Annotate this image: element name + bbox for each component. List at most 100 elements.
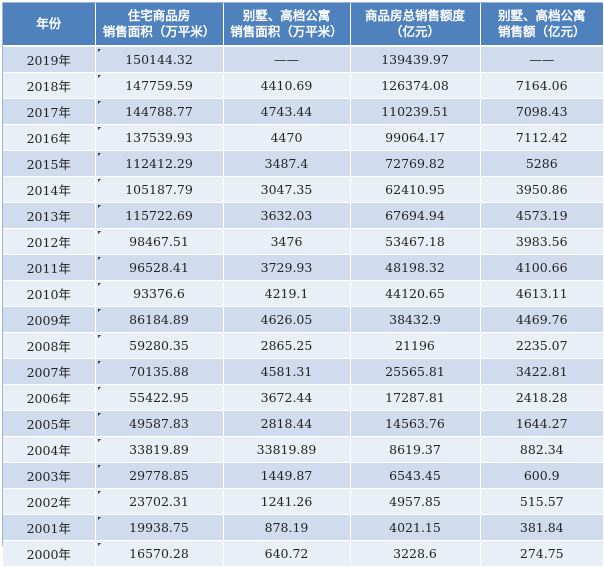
cell-villa-sales: 4613.11: [480, 280, 603, 307]
cell-villa-sales: 381.84: [480, 514, 603, 541]
cell-villa-sales: 7112.42: [480, 124, 603, 151]
table-row: 2002年 23702.31 1241.26 4957.85 515.57: [3, 488, 603, 515]
cell-year: 2014年: [3, 176, 96, 203]
cell-total-sales: 21196: [350, 332, 481, 359]
cell-residential-area: 93376.6: [95, 280, 224, 307]
cell-residential-area: 147759.59: [95, 72, 224, 99]
header-villa-sales-line2: 销售额（亿元）: [497, 24, 586, 39]
cell-residential-area: 105187.79: [95, 176, 224, 203]
cell-total-sales: 38432.9: [350, 306, 481, 333]
cell-residential-area: 16570.28: [95, 540, 224, 567]
cell-villa-area: 4743.44: [223, 98, 351, 125]
cell-villa-sales: 1644.27: [480, 410, 603, 437]
cell-year: 2012年: [3, 228, 96, 255]
cell-residential-area: 19938.75: [95, 514, 224, 541]
cell-villa-sales: 4469.76: [480, 306, 603, 333]
cell-villa-area: 3047.35: [223, 176, 351, 203]
cell-total-sales: 4957.85: [350, 488, 481, 515]
cell-villa-area: 878.19: [223, 514, 351, 541]
cell-year: 2007年: [3, 358, 96, 385]
cell-total-sales: 6543.45: [350, 462, 481, 489]
header-total-sales: 商品房总销售额度 （亿元）: [350, 3, 481, 47]
cell-total-sales: 53467.18: [350, 228, 481, 255]
cell-residential-area: 23702.31: [95, 488, 224, 515]
cell-villa-sales: 4573.19: [480, 202, 603, 229]
header-total-sales-line1: 商品房总销售额度: [364, 8, 465, 23]
cell-total-sales: 48198.32: [350, 254, 481, 281]
cell-villa-area: 4581.31: [223, 358, 351, 385]
cell-villa-area: 3487.4: [223, 150, 351, 177]
cell-year: 2003年: [3, 462, 96, 489]
table-row: 2017年 144788.77 4743.44 110239.51 7098.43: [3, 98, 603, 125]
cell-total-sales: 8619.37: [350, 436, 481, 463]
cell-villa-area: 33819.89: [223, 436, 351, 463]
cell-year: 2005年: [3, 410, 96, 437]
cell-total-sales: 62410.95: [350, 176, 481, 203]
cell-residential-area: 29778.85: [95, 462, 224, 489]
table-row: 2016年 137539.93 4470 99064.17 7112.42: [3, 124, 603, 151]
header-residential-area-line1: 住宅商品房: [127, 8, 191, 23]
cell-villa-area: 1449.87: [223, 462, 351, 489]
cell-year: 2002年: [3, 488, 96, 515]
cell-year: 2018年: [3, 72, 96, 99]
cell-villa-area: 640.72: [223, 540, 351, 567]
cell-villa-sales: ——: [480, 46, 603, 73]
cell-villa-sales: 3950.86: [480, 176, 603, 203]
cell-villa-sales: 3983.56: [480, 228, 603, 255]
table-row: 2008年 59280.35 2865.25 21196 2235.07: [3, 332, 603, 359]
header-residential-area: 住宅商品房 销售面积（万平米）: [95, 3, 224, 47]
cell-residential-area: 96528.41: [95, 254, 224, 281]
header-residential-area-line2: 销售面积（万平米）: [102, 24, 216, 39]
cell-total-sales: 25565.81: [350, 358, 481, 385]
cell-total-sales: 4021.15: [350, 514, 481, 541]
cell-residential-area: 70135.88: [95, 358, 224, 385]
cell-villa-area: 2818.44: [223, 410, 351, 437]
cell-residential-area: 115722.69: [95, 202, 224, 229]
table-row: 2003年 29778.85 1449.87 6543.45 600.9: [3, 462, 603, 489]
cell-year: 2011年: [3, 254, 96, 281]
table-row: 2014年 105187.79 3047.35 62410.95 3950.86: [3, 176, 603, 203]
header-row: 年份 住宅商品房 销售面积（万平米） 别墅、高档公寓 销售面积（万平米） 商品房…: [3, 3, 603, 47]
table-row: 2018年 147759.59 4410.69 126374.08 7164.06: [3, 72, 603, 99]
cell-year: 2001年: [3, 514, 96, 541]
cell-year: 2004年: [3, 436, 96, 463]
cell-villa-area: 1241.26: [223, 488, 351, 515]
cell-villa-sales: 7164.06: [480, 72, 603, 99]
cell-villa-area: 3476: [223, 228, 351, 255]
cell-total-sales: 99064.17: [350, 124, 481, 151]
cell-total-sales: 14563.76: [350, 410, 481, 437]
cell-villa-area: 4470: [223, 124, 351, 151]
cell-year: 2019年: [3, 46, 96, 73]
cell-residential-area: 98467.51: [95, 228, 224, 255]
cell-residential-area: 33819.89: [95, 436, 224, 463]
cell-year: 2009年: [3, 306, 96, 333]
header-villa-area-line2: 销售面积（万平米）: [230, 24, 343, 39]
cell-villa-sales: 882.34: [480, 436, 603, 463]
cell-total-sales: 17287.81: [350, 384, 481, 411]
cell-year: 2008年: [3, 332, 96, 359]
cell-total-sales: 72769.82: [350, 150, 481, 177]
cell-villa-sales: 274.75: [480, 540, 603, 567]
cell-villa-sales: 600.9: [480, 462, 603, 489]
cell-total-sales: 3228.6: [350, 540, 481, 567]
cell-total-sales: 139439.97: [350, 46, 481, 73]
table-row: 2009年 86184.89 4626.05 38432.9 4469.76: [3, 306, 603, 333]
cell-year: 2010年: [3, 280, 96, 307]
header-villa-sales: 别墅、高档公寓 销售额（亿元）: [480, 3, 603, 47]
cell-year: 2013年: [3, 202, 96, 229]
cell-year: 2000年: [3, 540, 96, 567]
table-row: 2000年 16570.28 640.72 3228.6 274.75: [3, 540, 603, 567]
cell-year: 2017年: [3, 98, 96, 125]
cell-villa-sales: 5286: [480, 150, 603, 177]
cell-villa-area: 3632.03: [223, 202, 351, 229]
table-row: 2007年 70135.88 4581.31 25565.81 3422.81: [3, 358, 603, 385]
table-row: 2001年 19938.75 878.19 4021.15 381.84: [3, 514, 603, 541]
cell-villa-sales: 515.57: [480, 488, 603, 515]
cell-villa-area: 4219.1: [223, 280, 351, 307]
cell-villa-area: 3672.44: [223, 384, 351, 411]
cell-residential-area: 150144.32: [95, 46, 224, 73]
table-row: 2005年 49587.83 2818.44 14563.76 1644.27: [3, 410, 603, 437]
cell-villa-area: 4626.05: [223, 306, 351, 333]
cell-residential-area: 112412.29: [95, 150, 224, 177]
